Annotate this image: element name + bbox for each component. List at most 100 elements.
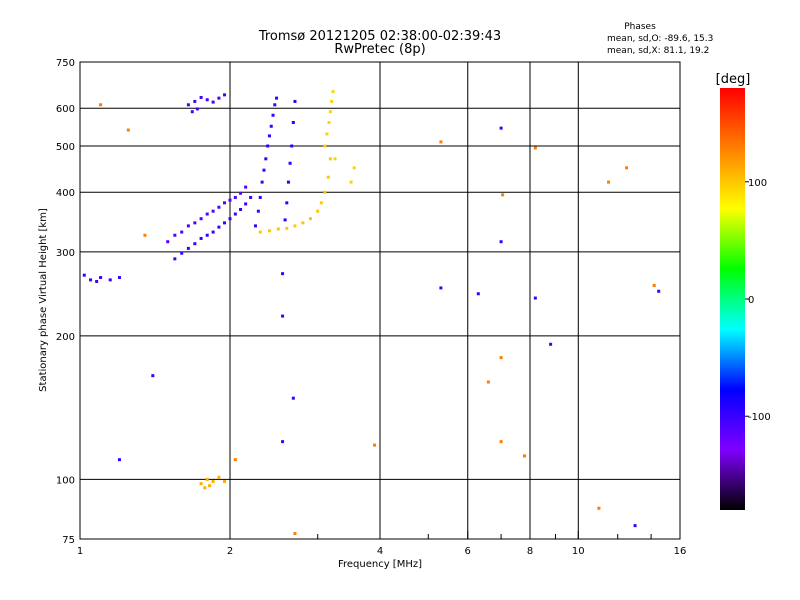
data-point [249, 195, 253, 199]
data-point [439, 140, 443, 144]
data-point [262, 168, 266, 172]
data-point [99, 103, 103, 107]
data-point [499, 126, 503, 130]
data-point [126, 128, 130, 132]
data-point [476, 292, 480, 296]
data-point [260, 180, 264, 184]
data-point [166, 240, 170, 244]
data-point [199, 482, 203, 486]
data-point [533, 296, 537, 300]
data-point [95, 279, 99, 283]
data-point [275, 96, 279, 100]
data-point [211, 100, 215, 104]
data-point [217, 96, 221, 100]
data-point [633, 524, 637, 528]
data-point [217, 475, 221, 479]
data-point [193, 99, 197, 103]
y-axis: 75 100 200 300 400 500 600 750 [56, 58, 75, 546]
data-point [151, 374, 155, 378]
data-point [217, 205, 221, 209]
x-tick-label: 2 [227, 546, 233, 557]
data-point [533, 146, 537, 150]
data-point [549, 342, 553, 346]
y-tick-label: 500 [56, 142, 75, 153]
data-point [239, 207, 243, 211]
data-point [281, 440, 285, 444]
data-point [180, 230, 184, 234]
data-point [195, 107, 199, 111]
data-point [607, 180, 611, 184]
y-tick-label: 750 [56, 58, 75, 69]
data-point [190, 110, 194, 114]
data-point [286, 180, 290, 184]
data-point [373, 443, 377, 447]
data-point [293, 532, 297, 536]
data-point [233, 195, 237, 199]
data-point [205, 477, 209, 481]
data-point [89, 278, 93, 282]
data-point [308, 217, 312, 221]
data-point [203, 486, 207, 490]
data-point [258, 230, 262, 234]
data-point [239, 191, 243, 195]
data-point [205, 212, 209, 216]
data-point [486, 380, 490, 384]
data-point [180, 251, 184, 255]
colorbar-tick-label: 100 [748, 178, 767, 189]
data-point [273, 103, 277, 107]
data-point [285, 201, 289, 205]
x-tick-label: 10 [572, 546, 585, 557]
chart-subtitle: RwPretec (8p) [334, 42, 425, 57]
data-point [597, 506, 601, 510]
data-point [331, 90, 335, 94]
data-point [328, 110, 332, 114]
data-point [223, 479, 227, 483]
data-point [82, 273, 86, 277]
data-point [328, 157, 332, 161]
data-point [186, 246, 190, 250]
data-point [244, 202, 248, 206]
colorbar [720, 88, 745, 510]
data-point [327, 121, 331, 125]
y-tick-label: 100 [56, 475, 75, 486]
colorbar-ticks: 100 0 -100 [745, 178, 771, 423]
y-tick-label: 75 [62, 535, 75, 546]
data-point [330, 99, 334, 103]
data-point [281, 314, 285, 318]
legend-title: Phases [624, 22, 656, 32]
data-point [288, 161, 292, 165]
data-points [82, 90, 661, 536]
data-point [269, 124, 273, 128]
data-point [293, 99, 297, 103]
data-point [352, 166, 356, 170]
colorbar-tick-label: -100 [748, 412, 771, 423]
data-point [211, 479, 215, 483]
data-point [333, 157, 337, 161]
colorbar-tick-label: 0 [748, 295, 754, 306]
data-point [319, 201, 323, 205]
data-point [271, 113, 275, 117]
data-point [325, 132, 329, 136]
data-point [290, 144, 294, 148]
data-point [205, 233, 209, 237]
data-point [283, 218, 287, 222]
data-point [523, 454, 527, 458]
data-point [244, 185, 248, 189]
data-point [117, 458, 121, 462]
data-point [652, 283, 656, 287]
data-point [349, 180, 353, 184]
data-point [211, 230, 215, 234]
data-point [199, 217, 203, 221]
data-point [211, 209, 215, 213]
data-point [223, 93, 227, 97]
data-point [499, 440, 503, 444]
data-point [625, 166, 629, 170]
data-point [223, 221, 227, 225]
data-point [228, 217, 232, 221]
data-point [173, 257, 177, 261]
data-point [499, 356, 503, 360]
data-point [223, 201, 227, 205]
legend-line-x: mean, sd,X: 81.1, 19.2 [607, 46, 709, 56]
data-point [233, 212, 237, 216]
